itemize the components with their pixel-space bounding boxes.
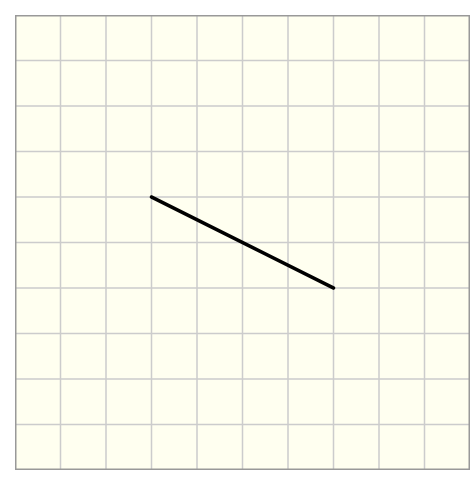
grid-canvas[interactable] — [15, 15, 470, 470]
grid-border — [15, 15, 470, 470]
line-segment[interactable] — [149, 195, 336, 290]
